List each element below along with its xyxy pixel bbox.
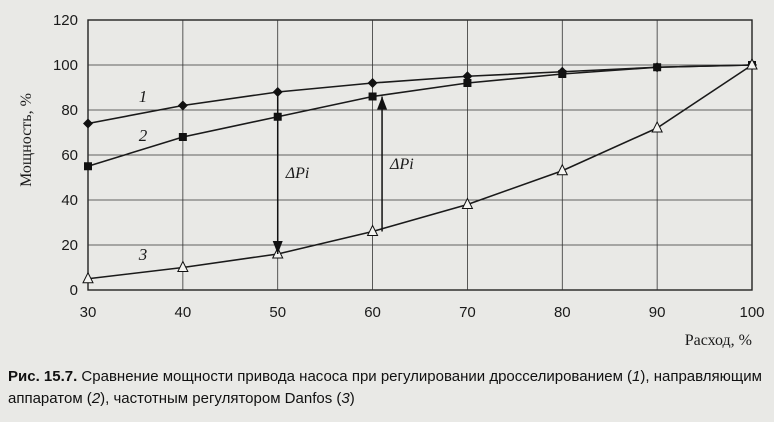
x-tick-label: 80	[554, 304, 571, 321]
caption-text-1: Сравнение мощности привода насоса при ре…	[77, 368, 633, 385]
series-2-point	[84, 162, 92, 171]
series-3-point	[651, 120, 663, 133]
x-tick-label: 100	[739, 304, 764, 321]
y-tick-label: 40	[61, 192, 78, 209]
series-1-point	[462, 71, 473, 82]
x-tick-label: 90	[649, 304, 666, 321]
annotations: ΔPi ΔPi	[272, 92, 414, 254]
x-axis-label: Расход, %	[685, 332, 752, 349]
delta-p-label-2: ΔPi	[389, 156, 414, 173]
series-3-point	[366, 224, 379, 236]
delta-p-label-1: ΔPi	[285, 165, 310, 182]
tick-labels: 0 20 40 60 80 100 120 30 40 50 60 70 80 90 100	[53, 12, 765, 321]
x-tick-label: 60	[364, 304, 381, 321]
caption-text-3: ), частотным регулятором Danfos (	[100, 390, 342, 407]
x-tick-label: 70	[459, 304, 476, 321]
y-tick-label: 0	[70, 282, 78, 299]
caption-n3: 3	[341, 390, 350, 407]
x-tick-label: 40	[175, 304, 192, 321]
series-1-point	[177, 100, 188, 111]
y-tick-label: 80	[61, 102, 78, 119]
delta-p-arrow-1-head	[272, 241, 283, 254]
grid	[87, 19, 753, 291]
series-3-label: 3	[138, 245, 148, 264]
series-2-point	[653, 63, 662, 72]
caption-n1: 1	[632, 368, 641, 385]
series-2-point	[368, 92, 377, 101]
series-3-point	[461, 197, 474, 209]
chart: 0 20 40 60 80 100 120 30 40 50 60 70 80 90 100 ΔPiΔPi …	[18, 12, 765, 349]
caption-text-2: ), направляющим аппаратом (	[8, 368, 762, 407]
figure-caption: Рис. 15.7. Сравнение мощности привода на…	[8, 366, 768, 410]
series-markers	[82, 57, 758, 284]
y-tick-label: 120	[53, 12, 78, 29]
series-1-label: 1	[139, 87, 148, 106]
series-2-line	[87, 64, 753, 168]
y-tick-label: 100	[53, 57, 78, 74]
series-2-label: 2	[139, 126, 148, 145]
y-axis-label: Мощность, %	[18, 93, 35, 187]
series-labels: 1 2 3	[138, 87, 148, 264]
x-tick-label: 30	[80, 304, 97, 321]
series-3-point	[746, 57, 758, 70]
delta-p-arrow-2-head	[377, 96, 388, 110]
series-1-point	[83, 118, 93, 129]
y-tick-label: 20	[61, 237, 78, 254]
series-1-line	[87, 64, 753, 125]
x-tick-label: 50	[269, 304, 286, 321]
y-tick-label: 60	[61, 147, 78, 164]
caption-text-4: )	[349, 390, 355, 407]
series-3-point	[556, 163, 569, 176]
caption-n2: 2	[91, 390, 101, 407]
series-2-point	[558, 70, 567, 78]
series-3-point	[177, 260, 189, 272]
series-3-line	[87, 64, 753, 280]
series-2-point	[463, 79, 472, 87]
series-1-point	[367, 78, 378, 88]
series-2-point	[178, 133, 187, 141]
series-lines	[87, 64, 753, 280]
series-3-point	[82, 271, 94, 284]
caption-label: Рис. 15.7.	[8, 368, 78, 385]
